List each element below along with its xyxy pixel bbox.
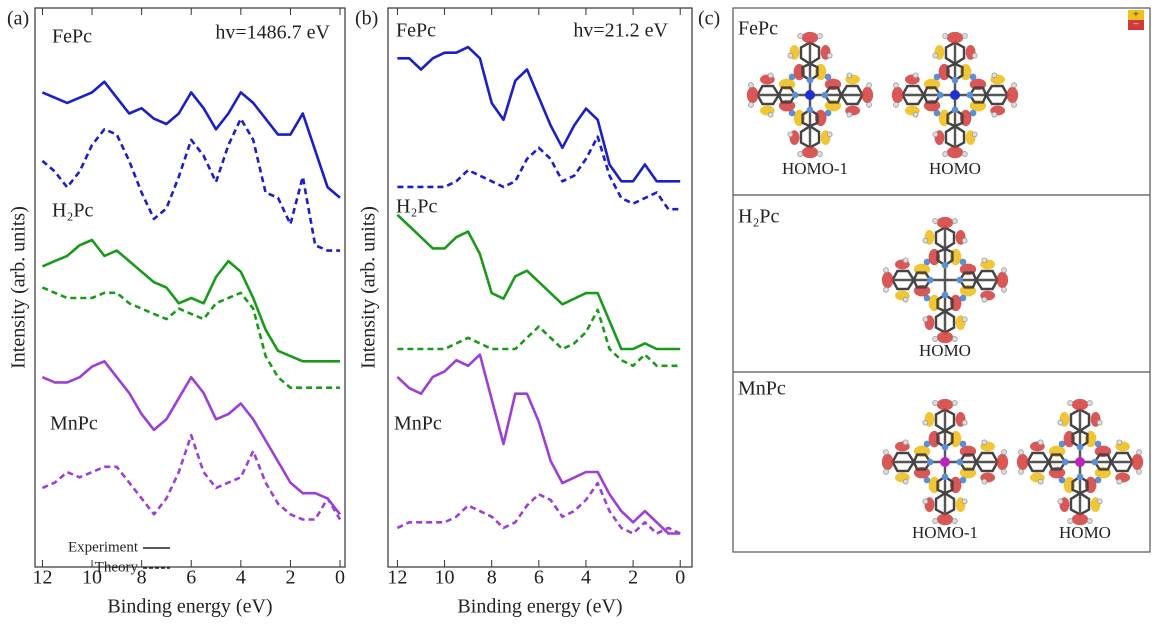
x-tick-label: 4	[581, 567, 591, 589]
x-tick-label: 2	[285, 567, 295, 589]
x-tick-label: 2	[628, 567, 638, 589]
orbital-panel: (c) + − FePc HOMO-1 HOMO H₂Pc HOMO MnPc …	[698, 8, 1150, 552]
x-tick-label: 6	[534, 567, 544, 589]
x-tick-label: 8	[487, 567, 497, 589]
row-title: H₂Pc	[738, 206, 780, 228]
y-axis-label: Intensity (arb. units)	[358, 206, 380, 369]
x-tick-label: 4	[236, 567, 246, 589]
spectrum-line	[397, 215, 680, 349]
molecule-label: FePc	[52, 26, 92, 48]
panel-label: (c)	[698, 8, 720, 30]
plot-frame	[35, 8, 345, 567]
energy-label: hv=21.2 eV	[573, 20, 668, 42]
panel-label: (b)	[355, 8, 378, 30]
spectrum-line	[397, 355, 680, 534]
spectrum-line	[42, 435, 340, 519]
orbital-label: HOMO	[1059, 523, 1111, 542]
spectrum-line	[397, 47, 680, 181]
row-title: MnPc	[738, 378, 786, 400]
x-tick-label: 0	[675, 567, 685, 589]
x-tick-label: 10	[435, 567, 455, 589]
panel-label: (a)	[7, 8, 29, 30]
molecule-label: MnPc	[394, 413, 442, 435]
x-axis-label: Binding energy (eV)	[107, 596, 272, 618]
x-tick-label: 6	[186, 567, 196, 589]
x-tick-label: 8	[137, 567, 147, 589]
x-tick-label: 0	[335, 567, 345, 589]
plot-frame	[388, 8, 692, 567]
energy-label: hv=1486.7 eV	[215, 22, 330, 44]
sign-minus: −	[1133, 19, 1139, 31]
legend-label: Experiment	[68, 539, 139, 555]
orbital-label: HOMO-1	[782, 159, 848, 178]
spectrum-line	[42, 119, 340, 251]
y-axis-label: Intensity (arb. units)	[8, 206, 30, 369]
x-tick-label: 12	[387, 567, 407, 589]
orbital-label: HOMO-1	[912, 523, 978, 542]
spectrum-line	[397, 310, 680, 366]
molecule-label: H₂Pc	[52, 200, 94, 222]
legend-label: Theory	[95, 559, 139, 575]
x-tick-label: 12	[32, 567, 52, 589]
row-title: FePc	[738, 18, 778, 40]
molecule-label: MnPc	[50, 413, 98, 435]
molecule-label: FePc	[396, 20, 436, 42]
spectrum-line	[397, 483, 680, 533]
spectrum-line	[42, 240, 340, 361]
x-axis-label: Binding energy (eV)	[457, 596, 622, 618]
spectrum-line	[42, 288, 340, 388]
orbital-label: HOMO	[919, 341, 971, 360]
orbital-label: HOMO	[929, 159, 981, 178]
figure: (c) + − FePc HOMO-1 HOMO H₂Pc HOMO MnPc …	[0, 0, 1152, 623]
molecule-label: H₂Pc	[396, 196, 438, 218]
